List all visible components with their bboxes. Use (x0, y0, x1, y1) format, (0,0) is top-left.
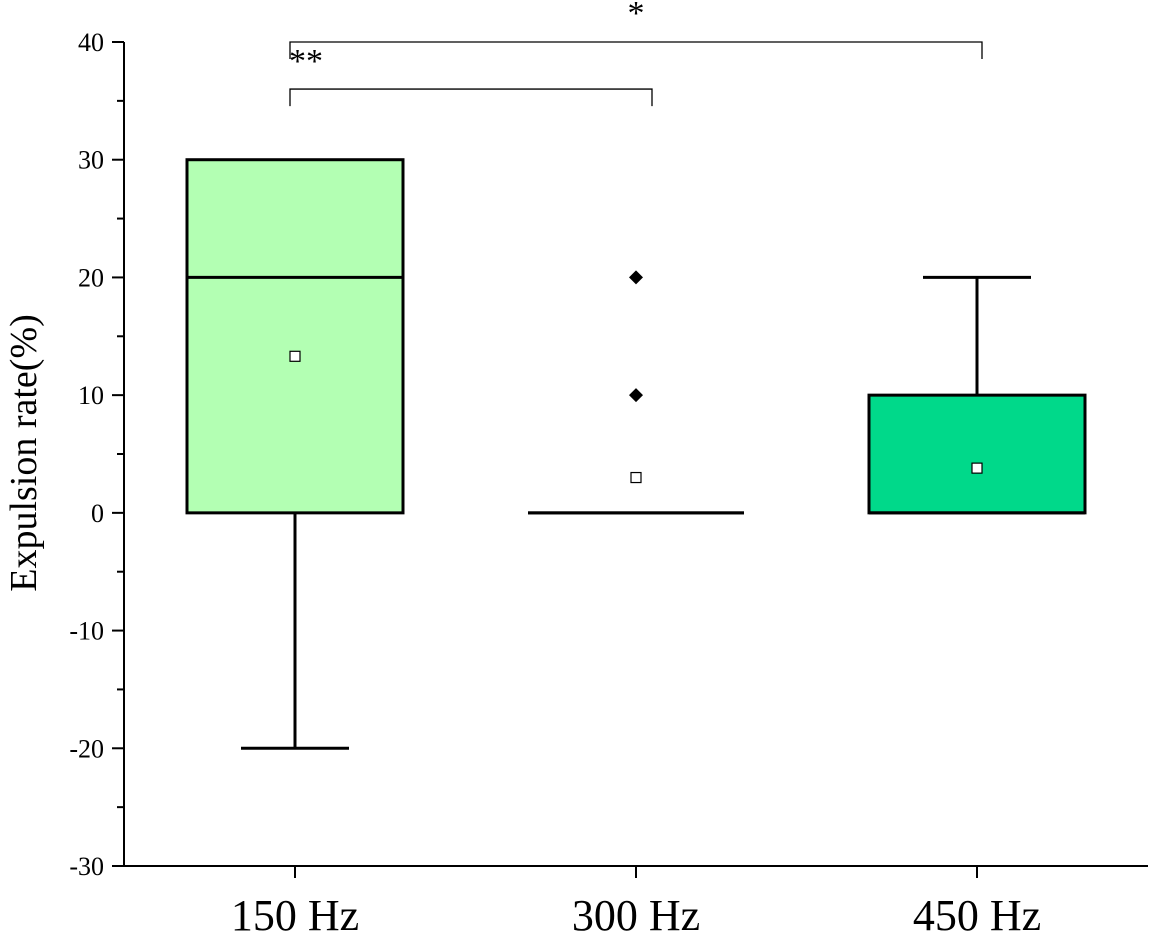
axes: -30 -20 -10 0 10 20 30 40 150 Hz 300 Hz 450 Hz (69, 28, 1148, 937)
boxes (185, 158, 1087, 750)
x-tick-label: 450 Hz (913, 891, 1041, 937)
y-tick-label: 0 (91, 499, 104, 528)
bracket-line (289, 88, 653, 107)
outlier-point (629, 270, 643, 285)
box-3 (867, 275, 1087, 515)
mean-marker (971, 462, 983, 474)
mean-marker (289, 350, 301, 362)
mean-marker (630, 471, 642, 484)
box-body (185, 158, 405, 515)
y-tick-label: -10 (69, 617, 104, 646)
x-tick-label: 150 Hz (231, 891, 359, 937)
box-1 (185, 158, 405, 750)
y-axis-title: Expulsion rate(%) (3, 314, 45, 592)
box-body (867, 393, 1087, 515)
x-tick-label: 300 Hz (572, 891, 700, 937)
significance-bracket: * (289, 0, 983, 59)
outlier-point (629, 388, 643, 403)
y-tick-label: 20 (78, 263, 104, 292)
box-2 (528, 270, 744, 515)
y-tick-label: 30 (78, 146, 104, 175)
y-tick-label: -20 (69, 734, 104, 763)
significance-label: * (628, 0, 645, 32)
bracket-line (289, 41, 983, 59)
y-tick-label: 10 (78, 381, 104, 410)
significance-brackets: *** (289, 0, 983, 107)
y-tick-label: -30 (69, 852, 104, 881)
y-tick-label: 40 (78, 28, 104, 57)
significance-bracket: ** (289, 43, 653, 107)
significance-label: ** (289, 43, 323, 80)
